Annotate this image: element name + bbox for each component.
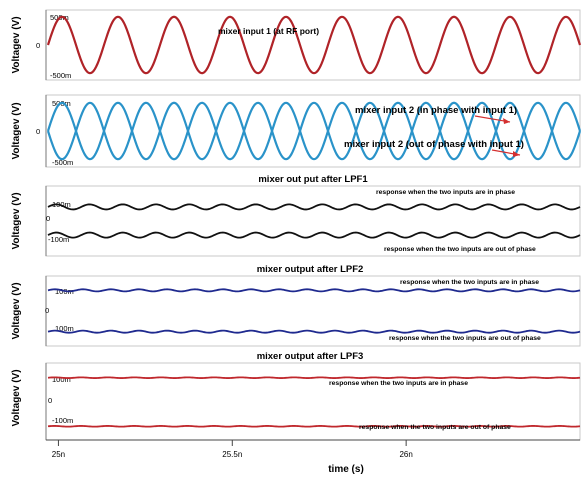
panel-2-arrowhead-out-of-phase <box>513 151 520 157</box>
panel-3-annotation-out-of-phase: response when the two inputs are out of … <box>384 246 536 253</box>
panel-3-title: mixer out put after LPF1 <box>258 174 368 185</box>
x-axis-ticks: 25n 25.5n 26n <box>52 440 413 459</box>
panel-5-ylabel: Voltagev (V) <box>11 369 22 426</box>
panel-5-series-2-line <box>47 425 581 428</box>
panel-3-ylabel: Voltagev (V) <box>11 192 22 249</box>
panel-1: Voltagev (V) 500m 0 -500m mixer input 1 … <box>11 9 582 81</box>
panel-2-annotation-out-of-phase: mixer input 2 (out of phase with input 1… <box>344 139 524 150</box>
panel-1-frame <box>45 9 581 81</box>
panel-2-annotation-in-phase: mixer input 2 (in phase with input 1) <box>355 105 517 116</box>
panel-4-title: mixer output after LPF2 <box>257 264 364 275</box>
panel-2-ytick-bottom: -500m <box>52 158 73 167</box>
panel-5-annotation-out-of-phase: response when the two inputs are out of … <box>359 424 511 431</box>
x-tick-label-3: 26n <box>399 450 412 459</box>
panel-4-ylabel: Voltagev (V) <box>11 282 22 339</box>
panel-2-ytick-mid: 0 <box>36 127 40 136</box>
panel-4-annotation-in-phase: response when the two inputs are in phas… <box>400 279 539 286</box>
x-axis-label: time (s) <box>328 464 364 475</box>
panel-3: mixer out put after LPF1 Voltagev (V) 10… <box>11 174 581 257</box>
panel-5-series-1-line <box>47 376 581 379</box>
panel-3-ytick-mid: 0 <box>46 214 50 223</box>
panel-4-series-1-line <box>47 288 581 293</box>
panel-2-series-1-line <box>46 101 582 161</box>
panel-5-ytick-top: 100m <box>52 375 71 384</box>
panel-2-series-2-line <box>46 101 582 161</box>
panel-5-annotation-in-phase: response when the two inputs are in phas… <box>329 380 468 387</box>
x-tick-label-2: 25.5n <box>222 450 242 459</box>
panel-1-ylabel: Voltagev (V) <box>11 16 22 73</box>
panel-2-arrowhead-in-phase <box>503 118 510 124</box>
panel-1-series-1-line <box>46 15 582 75</box>
x-tick-label-1: 25n <box>52 450 65 459</box>
panel-4: mixer output after LPF2 Voltagev (V) 100… <box>11 264 581 347</box>
panel-2-ylabel: Voltagev (V) <box>11 102 22 159</box>
panel-4-series-group <box>47 288 581 334</box>
panel-4-series-2-line <box>47 329 581 334</box>
panel-5-ytick-bottom: -100m <box>52 416 73 425</box>
panel-3-ytick-bottom: -100m <box>48 235 69 244</box>
panel-3-annotation-in-phase: response when the two inputs are in phas… <box>376 189 515 196</box>
panel-5-ytick-mid: 0 <box>48 396 52 405</box>
panel-2: Voltagev (V) 500m 0 -500m mixer input 2 … <box>11 94 582 168</box>
panel-3-series-2-line <box>47 231 581 239</box>
panel-1-ytick-bottom: -500m <box>50 71 71 80</box>
panel-1-ytick-mid: 0 <box>36 41 40 50</box>
panel-1-annotation-rf-input: mixer input 1 (at RF port) <box>218 26 319 36</box>
panel-3-series-1-line <box>47 203 581 211</box>
panel-5-series-group <box>47 376 581 428</box>
panel-5-title: mixer output after LPF3 <box>257 351 364 362</box>
panel-4-ytick-bottom: 100m <box>55 324 74 333</box>
panel-5: mixer output after LPF3 Voltagev (V) 100… <box>11 351 581 441</box>
panel-3-series-group <box>47 203 581 239</box>
panel-4-ytick-mid: 0 <box>45 306 49 315</box>
x-axis: 25n 25.5n 26n time (s) <box>46 439 580 475</box>
panel-1-series-group <box>46 15 582 75</box>
panel-4-annotation-out-of-phase: response when the two inputs are out of … <box>389 335 541 342</box>
panel-2-series-group <box>46 101 582 161</box>
